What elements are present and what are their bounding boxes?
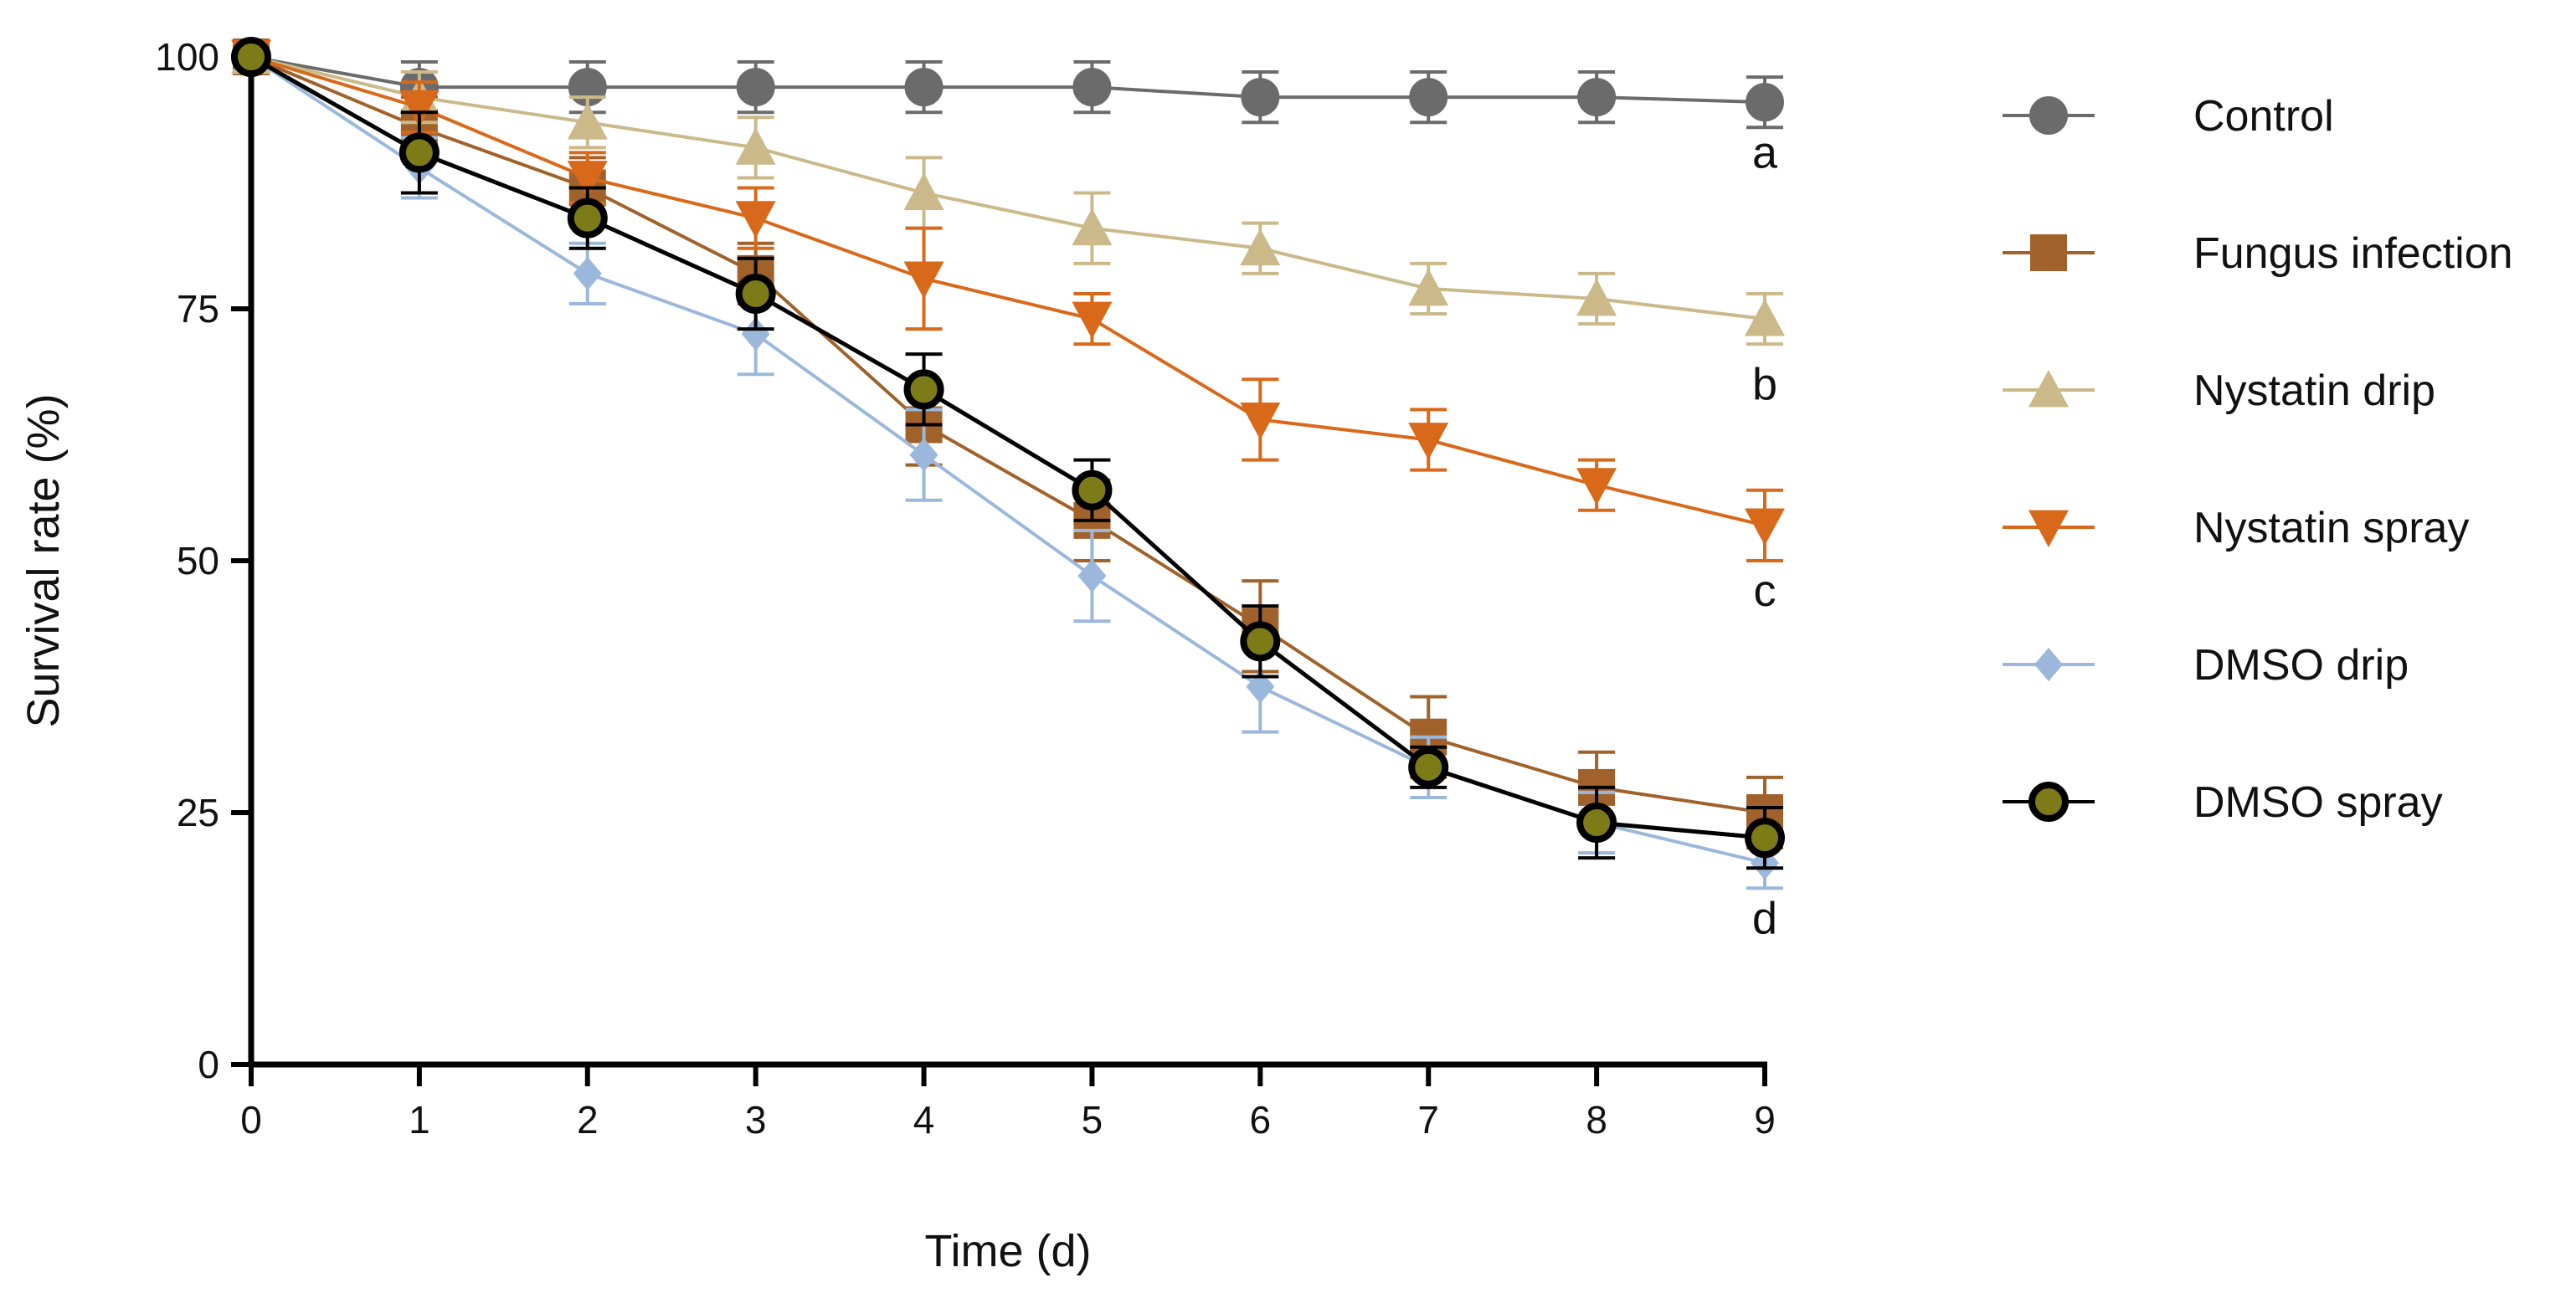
data-point bbox=[1745, 299, 1785, 336]
data-point bbox=[1072, 301, 1113, 340]
data-point bbox=[567, 102, 608, 140]
legend-item: DMSO spray bbox=[2003, 778, 2443, 827]
x-tick-label: 0 bbox=[240, 1098, 262, 1142]
x-tick-label: 3 bbox=[745, 1098, 767, 1142]
x-tick-label: 6 bbox=[1250, 1098, 1272, 1142]
data-point bbox=[909, 438, 938, 472]
legend-marker bbox=[2034, 648, 2063, 681]
data-point bbox=[567, 198, 608, 239]
data-point bbox=[398, 90, 440, 128]
legend-label: DMSO spray bbox=[2193, 778, 2443, 827]
series-line bbox=[250, 55, 1766, 105]
data-point bbox=[903, 172, 944, 210]
axes: 0 25 50 75 100 0 1 2 3 4 5 6 7 8 9 bbox=[155, 35, 1776, 1142]
data-point bbox=[1576, 803, 1617, 844]
data-point bbox=[231, 37, 271, 77]
data-point bbox=[1576, 278, 1617, 316]
series-fungus-infection bbox=[233, 38, 1783, 850]
data-point bbox=[1408, 747, 1449, 788]
significance-letter: a bbox=[1752, 127, 1778, 177]
series-nystatin-spray bbox=[231, 39, 1785, 562]
series-line bbox=[250, 55, 1766, 321]
legend-label: Fungus infection bbox=[2193, 229, 2513, 278]
plot-area bbox=[231, 37, 1785, 890]
x-tick-label: 9 bbox=[1754, 1098, 1776, 1142]
series-line bbox=[249, 54, 1766, 840]
data-point bbox=[567, 161, 608, 198]
legend-item: DMSO drip bbox=[2003, 641, 2409, 690]
legend-marker bbox=[2028, 370, 2069, 408]
data-point bbox=[1408, 423, 1449, 460]
series-control bbox=[232, 38, 1784, 130]
legend-label: Control bbox=[2193, 92, 2334, 141]
data-point bbox=[1576, 468, 1617, 505]
legend-label: Nystatin spray bbox=[2193, 504, 2469, 552]
data-point bbox=[1409, 78, 1448, 117]
data-point bbox=[1240, 228, 1281, 266]
legend-item: Fungus infection bbox=[2003, 229, 2513, 278]
legend-marker bbox=[2030, 234, 2067, 271]
legend-marker bbox=[2028, 510, 2069, 547]
data-point bbox=[735, 273, 776, 314]
data-point bbox=[573, 256, 602, 290]
legend-marker bbox=[2028, 782, 2069, 822]
data-point bbox=[904, 68, 944, 107]
data-point bbox=[1745, 818, 1785, 859]
data-point bbox=[735, 127, 776, 165]
data-point bbox=[903, 261, 944, 299]
data-point bbox=[735, 201, 776, 239]
y-tick-label: 50 bbox=[177, 539, 219, 582]
legend-label: Nystatin drip bbox=[2193, 367, 2435, 415]
data-point bbox=[736, 68, 775, 107]
series-line bbox=[249, 55, 1766, 865]
data-point bbox=[1240, 403, 1281, 440]
legend-marker bbox=[2029, 96, 2068, 135]
data-point bbox=[1745, 508, 1785, 546]
series-line bbox=[250, 55, 1766, 814]
data-point bbox=[1246, 670, 1275, 704]
legend-label: DMSO drip bbox=[2193, 641, 2409, 690]
series-nystatin-drip bbox=[231, 37, 1785, 346]
y-tick-label: 100 bbox=[155, 35, 219, 79]
data-point bbox=[1072, 68, 1112, 107]
legend: Control Fungus infection Nystatin drip Nyst… bbox=[2003, 92, 2513, 827]
x-axis-title: Time (d) bbox=[925, 1226, 1092, 1276]
series-dmso-spray bbox=[231, 37, 1785, 870]
data-point bbox=[1577, 78, 1617, 117]
series-line bbox=[250, 55, 1766, 527]
y-tick-label: 75 bbox=[177, 287, 219, 331]
legend-item: Nystatin drip bbox=[2003, 367, 2435, 415]
significance-letter: b bbox=[1752, 359, 1777, 409]
legend-item: Control bbox=[2003, 92, 2334, 141]
significance-letter: d bbox=[1752, 893, 1777, 943]
data-point bbox=[1072, 208, 1113, 246]
x-tick-label: 4 bbox=[913, 1098, 935, 1142]
significance-letter: c bbox=[1754, 566, 1776, 616]
data-point bbox=[903, 369, 944, 410]
data-point bbox=[398, 132, 440, 173]
legend-item: Nystatin spray bbox=[2003, 504, 2469, 552]
x-tick-label: 5 bbox=[1082, 1098, 1103, 1142]
x-tick-label: 8 bbox=[1586, 1098, 1607, 1142]
data-point bbox=[1240, 621, 1281, 662]
y-tick-label: 25 bbox=[177, 791, 219, 834]
x-tick-label: 2 bbox=[577, 1098, 599, 1142]
significance-letters: a b c d bbox=[1752, 127, 1778, 943]
x-tick-label: 1 bbox=[409, 1098, 430, 1142]
y-tick-label: 0 bbox=[198, 1043, 219, 1086]
data-point bbox=[1241, 78, 1280, 117]
y-axis-title: Survival rate (%) bbox=[18, 393, 69, 727]
data-point bbox=[1072, 469, 1113, 511]
data-point bbox=[1077, 559, 1107, 593]
data-point bbox=[1746, 83, 1784, 122]
series-dmso-drip bbox=[237, 40, 1783, 890]
data-point bbox=[741, 317, 770, 351]
x-tick-label: 7 bbox=[1417, 1098, 1439, 1142]
data-point bbox=[1408, 268, 1449, 306]
